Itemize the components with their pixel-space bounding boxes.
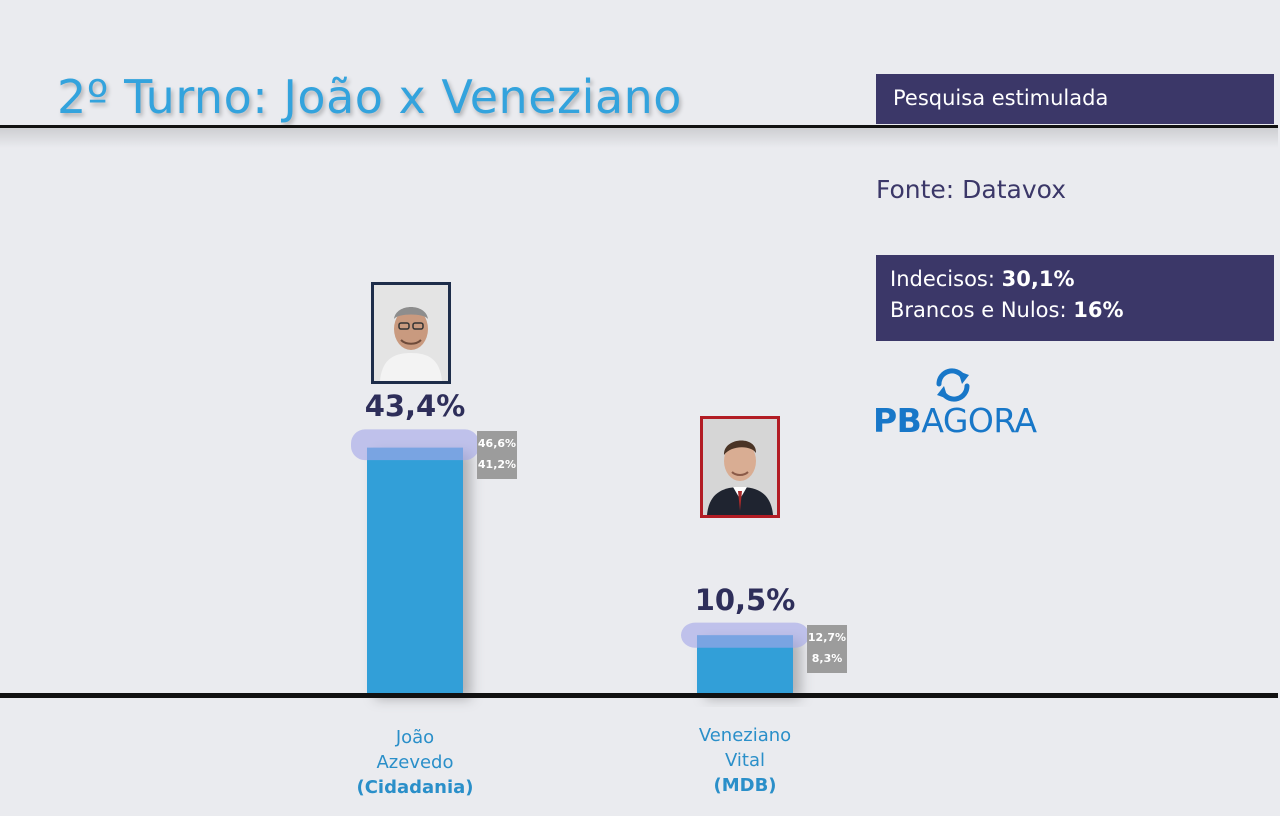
category-label-joao: João Azevedo (Cidadania) [315,725,515,800]
category-party: (MDB) [713,775,777,796]
category-name-line1: João [395,727,435,748]
source-label: Fonte: Datavox [876,175,1066,204]
chart-title: 2º Turno: João x Veneziano [57,70,682,124]
error-band-veneziano [681,622,809,648]
portrait-veneziano-icon [703,419,777,515]
value-label-joao: 43,4% [364,389,466,424]
refresh-arrows-icon [936,368,970,402]
undecided-line: Indecisos: 30,1% [890,264,1274,295]
category-label-veneziano: Veneziano Vital (MDB) [645,723,845,798]
logo-wordmark: PBAGORA [873,401,1037,440]
range-low-label: 8,3% [811,651,843,665]
candidate-photo-veneziano [700,416,780,518]
range-high-label: 46,6% [477,437,517,451]
undecided-label: Indecisos: [890,267,995,291]
blank-null-label: Brancos e Nulos: [890,298,1067,322]
category-name-line1: Veneziano [698,725,792,746]
range-high-label: 12,7% [807,630,847,644]
error-band-joao [351,429,479,461]
logo-bold: PB [873,401,922,440]
pbagora-logo: PBAGORA [873,367,1053,440]
survey-type-badge: Pesquisa estimulada [876,74,1274,124]
value-label-veneziano: 10,5% [694,582,796,617]
header-divider [0,125,1278,128]
logo-rest: AGORA [921,401,1037,440]
range-low-label: 41,2% [477,458,517,472]
category-party: (Cidadania) [356,777,474,798]
range-box-joao: 46,6% 41,2% [477,431,517,480]
blank-null-line: Brancos e Nulos: 16% [890,295,1274,326]
header-divider-shadow [0,128,1278,148]
category-name-line2: Azevedo [376,752,454,773]
baseline-axis [0,693,1278,698]
range-box-veneziano: 12,7% 8,3% [807,624,847,673]
candidate-photo-joao [371,282,451,384]
portrait-joao-icon [374,285,448,381]
bar-joao [367,447,463,695]
blank-null-value: 16% [1073,298,1124,322]
category-name-line2: Vital [724,750,765,771]
stats-panel: Indecisos: 30,1% Brancos e Nulos: 16% [876,255,1274,341]
undecided-value: 30,1% [1001,267,1075,291]
